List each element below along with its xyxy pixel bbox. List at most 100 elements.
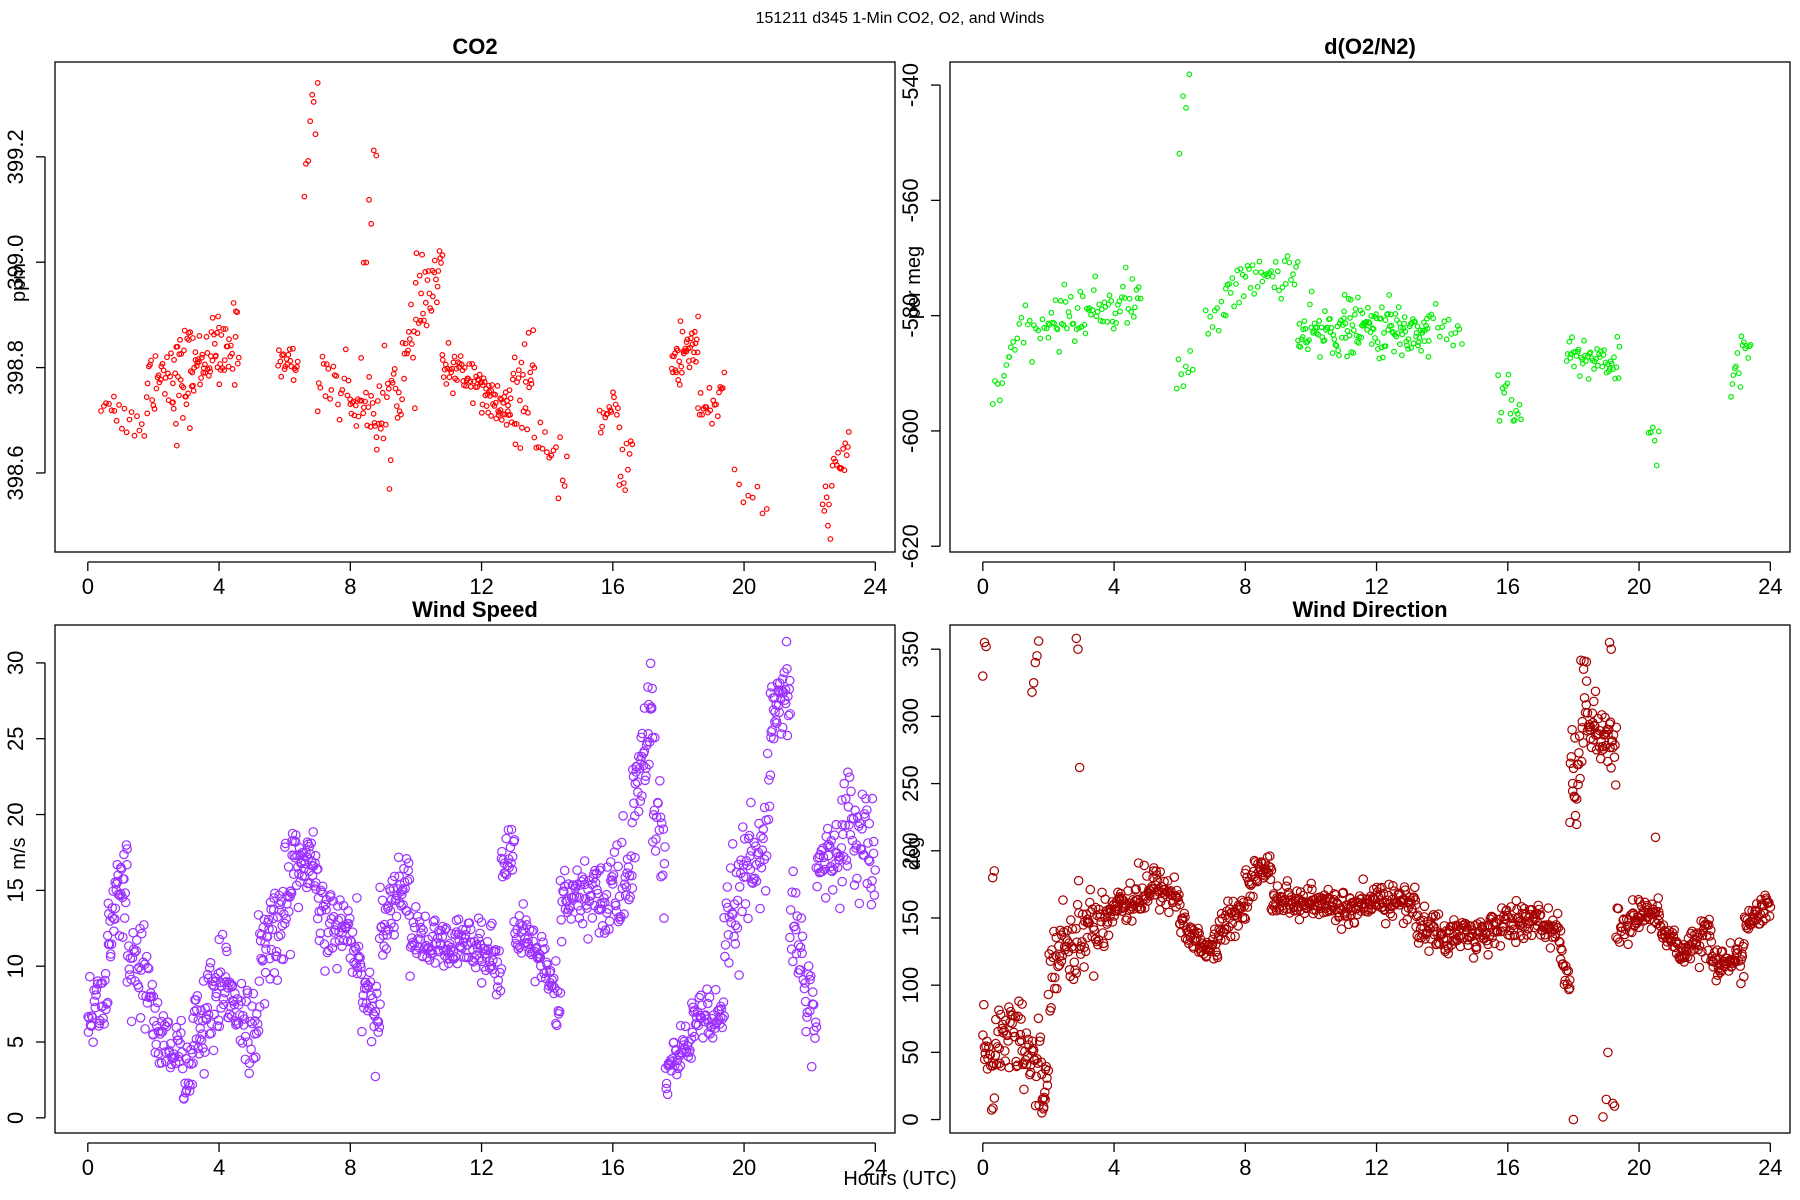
- wind_speed-point: [202, 969, 213, 980]
- wind_speed-point: [475, 928, 485, 939]
- o2-point: [1077, 288, 1084, 295]
- o2-point: [1408, 345, 1415, 351]
- wind_speed-point: [765, 770, 776, 780]
- wind_speed-point: [756, 831, 766, 841]
- o2-point: [1732, 363, 1739, 370]
- wind_speed-point: [312, 864, 323, 874]
- wind_direction-point: [1533, 900, 1544, 911]
- o2-point: [1354, 294, 1361, 301]
- wind_speed-point: [745, 851, 755, 861]
- wind_direction-point: [1085, 884, 1096, 895]
- wind_direction-point: [1028, 1045, 1039, 1056]
- wind_direction-point: [1028, 677, 1039, 688]
- wind_direction-point: [1265, 851, 1275, 861]
- wind_direction-point: [1509, 930, 1520, 941]
- wind_speed-point: [253, 910, 264, 920]
- wind_speed-point: [621, 882, 632, 892]
- wind_direction-point: [1051, 932, 1061, 943]
- wind_speed-point: [556, 914, 566, 925]
- wind_direction-point: [1518, 933, 1529, 944]
- o2-point: [1125, 306, 1132, 312]
- wind_direction-point: [1128, 894, 1138, 905]
- co2-point: [683, 339, 690, 346]
- wind_direction-point: [1570, 732, 1580, 743]
- wind_speed-point: [768, 733, 779, 744]
- wind_direction-point: [1023, 1034, 1033, 1045]
- wind_speed-point: [710, 984, 721, 995]
- co2-point: [131, 432, 138, 439]
- wind_speed-point: [686, 1034, 697, 1044]
- wind_speed-point: [643, 682, 653, 692]
- wind_direction-y-tick-label: 0: [898, 1113, 923, 1125]
- wind_direction-point: [1282, 876, 1293, 886]
- co2-point: [366, 374, 373, 380]
- wind_speed-point: [446, 929, 457, 939]
- wind_speed-point: [161, 1021, 172, 1032]
- wind_speed-point: [385, 905, 396, 916]
- wind_speed-point: [822, 823, 833, 834]
- wind_speed-point: [613, 916, 624, 927]
- wind_direction-point: [978, 1030, 988, 1040]
- wind_speed-point: [574, 892, 584, 903]
- wind_speed-point: [869, 890, 880, 900]
- co2-point: [461, 364, 468, 371]
- wind_direction-point: [1408, 893, 1418, 903]
- wind_speed-point: [607, 879, 618, 889]
- wind_speed-point: [91, 990, 101, 1000]
- o2-points: [989, 71, 1754, 469]
- wind_speed-point: [342, 936, 353, 947]
- wind_speed-point: [214, 934, 224, 945]
- wind_speed-point: [448, 947, 459, 957]
- wind_speed-point: [763, 775, 774, 785]
- wind_direction-point: [1051, 950, 1061, 961]
- wind_direction-point: [1067, 924, 1078, 934]
- wind_speed-point: [120, 888, 130, 898]
- co2-point: [457, 353, 464, 360]
- co2-point: [373, 446, 380, 453]
- wind_direction-point: [1221, 924, 1232, 935]
- wind_direction-point: [1511, 937, 1521, 948]
- co2-point: [435, 268, 442, 274]
- co2-point: [525, 409, 531, 416]
- wind_speed-point: [264, 953, 275, 964]
- wind_speed-point: [492, 957, 503, 967]
- o2-point: [1134, 295, 1141, 302]
- wind_speed-point: [811, 1022, 822, 1032]
- o2-point: [1611, 354, 1617, 361]
- wind_direction-point: [1430, 911, 1441, 921]
- wind_direction-point: [1073, 644, 1083, 654]
- o2-point: [1391, 348, 1397, 355]
- co2-y-axis-label: ppm: [8, 263, 30, 302]
- co2-point: [170, 399, 176, 406]
- o2-point: [1377, 315, 1384, 322]
- o2-point: [1329, 350, 1336, 357]
- o2-point: [1336, 352, 1342, 359]
- co2-point: [614, 411, 620, 418]
- o2-point: [1740, 339, 1747, 346]
- wind_direction-point: [1495, 940, 1506, 951]
- wind_direction-point: [1035, 1032, 1046, 1042]
- wind_direction-x-tick-label: 4: [1108, 1155, 1120, 1180]
- co2-point: [199, 351, 206, 358]
- wind_speed-point: [488, 955, 498, 965]
- co2-point: [510, 370, 517, 377]
- o2-point: [1186, 71, 1193, 78]
- o2-point: [1418, 347, 1424, 354]
- co2-point: [207, 368, 214, 375]
- co2-point: [548, 452, 555, 459]
- wind_speed-point: [842, 860, 853, 871]
- co2-point: [623, 440, 630, 447]
- wind_speed-point: [120, 897, 131, 908]
- co2-point: [749, 494, 756, 501]
- wind_speed-point: [315, 928, 326, 939]
- wind_direction-point: [1668, 931, 1679, 942]
- co2-point: [167, 373, 174, 380]
- wind_speed-point: [631, 762, 642, 772]
- wind_speed-point: [151, 1039, 161, 1050]
- wind_speed-point: [187, 1048, 198, 1058]
- co2-point: [187, 329, 194, 336]
- wind_speed-point: [244, 1068, 254, 1079]
- co2-point: [443, 381, 450, 387]
